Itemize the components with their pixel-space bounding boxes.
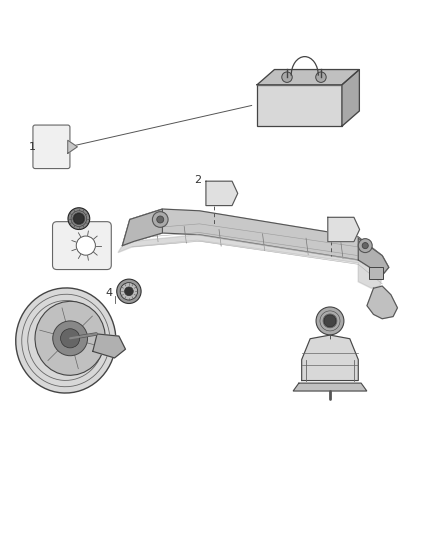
Circle shape bbox=[68, 208, 90, 230]
Circle shape bbox=[120, 282, 138, 300]
Circle shape bbox=[157, 216, 164, 223]
FancyBboxPatch shape bbox=[33, 125, 70, 168]
Polygon shape bbox=[358, 238, 389, 275]
Circle shape bbox=[282, 72, 292, 83]
Polygon shape bbox=[367, 286, 397, 319]
Polygon shape bbox=[293, 383, 367, 391]
Circle shape bbox=[324, 315, 336, 327]
Polygon shape bbox=[68, 140, 78, 154]
Polygon shape bbox=[206, 181, 238, 206]
Circle shape bbox=[60, 329, 80, 348]
Circle shape bbox=[152, 212, 168, 228]
Bar bbox=[257, 85, 342, 126]
Circle shape bbox=[117, 279, 141, 303]
Polygon shape bbox=[118, 235, 382, 288]
Polygon shape bbox=[257, 70, 359, 85]
Circle shape bbox=[316, 307, 344, 335]
Text: 4: 4 bbox=[106, 288, 113, 298]
Circle shape bbox=[124, 287, 133, 296]
FancyBboxPatch shape bbox=[53, 222, 111, 270]
Polygon shape bbox=[342, 70, 359, 126]
Circle shape bbox=[53, 321, 88, 356]
Polygon shape bbox=[122, 209, 162, 246]
Text: 2: 2 bbox=[194, 175, 201, 185]
Bar bbox=[369, 266, 383, 279]
Ellipse shape bbox=[16, 288, 116, 393]
Polygon shape bbox=[328, 217, 360, 241]
Polygon shape bbox=[302, 335, 358, 381]
Circle shape bbox=[358, 239, 372, 253]
Polygon shape bbox=[93, 334, 125, 358]
Text: 1: 1 bbox=[29, 142, 36, 152]
Polygon shape bbox=[122, 209, 389, 275]
Circle shape bbox=[74, 213, 84, 224]
Circle shape bbox=[362, 243, 368, 249]
Circle shape bbox=[76, 236, 95, 255]
Ellipse shape bbox=[35, 301, 105, 375]
Circle shape bbox=[316, 72, 326, 83]
